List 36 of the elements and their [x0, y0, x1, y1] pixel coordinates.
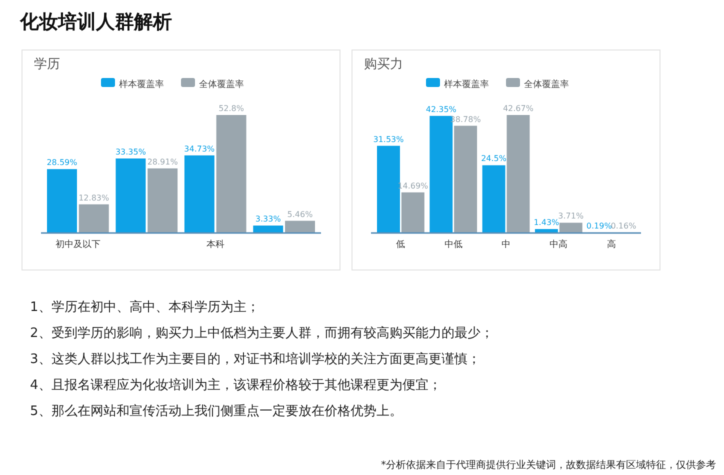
text: *分析依据来自于代理商提供行业关键词，故数据结果有区域特征，仅供参考: [381, 459, 716, 471]
legend-label: 全体覆盖率: [524, 79, 569, 90]
legend-label: 全体覆盖率: [199, 79, 244, 90]
data-label: 12.83%: [78, 193, 110, 202]
text: 化妆培训人群解析: [19, 11, 172, 33]
data-label: 28.91%: [147, 157, 178, 166]
text: 5、那么在网站和宣传活动上我们侧重点一定要放在价格优势上。: [30, 403, 402, 419]
data-label: 42.35%: [426, 104, 457, 114]
chart-title: 购买力: [364, 57, 403, 72]
data-label: 42.67%: [502, 104, 534, 113]
text: 1、学历在初中、高中、本科学历为主；: [30, 299, 260, 315]
data-label: 0.19%: [586, 221, 612, 230]
x-tick-label: 中低: [444, 239, 462, 250]
data-label: 52.8%: [218, 104, 244, 113]
text: 4、且报名课程应为化妆培训为主，该课程价格较于其他课程更为便宜；: [30, 377, 442, 393]
x-tick-label: 初中及以下: [55, 239, 100, 250]
data-label: 1.43%: [534, 218, 560, 228]
legend-label: 样本覆盖率: [444, 79, 489, 90]
text: 3、这类人群以找工作为主要目的，对证书和培训学校的关注方面更高更谨慎；: [30, 351, 480, 367]
text: 2、受到学历的影响，购买力上中低档为主要人群，而拥有较高购买能力的最少；: [30, 325, 494, 341]
data-label: 3.33%: [255, 214, 282, 224]
data-label: 33.35%: [115, 147, 146, 156]
x-tick-label: 中: [502, 239, 510, 250]
data-label: 0.16%: [610, 222, 637, 231]
data-label: 24.5%: [481, 154, 507, 164]
legend-label: 样本覆盖率: [119, 79, 164, 90]
chart-title: 学历: [34, 57, 60, 72]
x-tick-label: 低: [396, 239, 406, 250]
x-tick-label: 中高: [550, 239, 568, 250]
x-tick-label: 高: [606, 239, 616, 250]
data-label: 5.46%: [287, 210, 314, 219]
data-label: 28.59%: [46, 158, 78, 168]
data-label: 34.73%: [184, 144, 216, 154]
data-label: 31.53%: [373, 134, 404, 144]
data-label: 3.71%: [558, 212, 584, 221]
x-tick-label: 本科: [206, 239, 224, 250]
